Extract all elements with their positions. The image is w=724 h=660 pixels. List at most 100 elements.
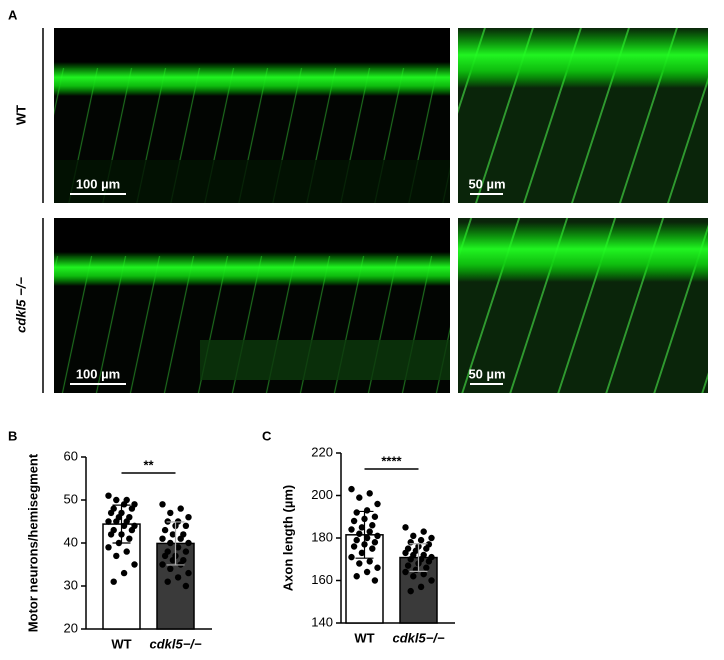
data-point (366, 558, 373, 565)
data-point (358, 549, 366, 557)
data-point (350, 543, 358, 550)
panel-letter: C (262, 428, 272, 443)
data-point (107, 531, 115, 538)
data-point (348, 485, 355, 493)
data-point (177, 505, 184, 512)
micrograph (458, 218, 708, 393)
scale-bar-label: 100 µm (76, 366, 120, 381)
data-point (423, 564, 430, 571)
data-point (177, 535, 184, 542)
data-point (128, 526, 136, 534)
data-point (410, 532, 417, 540)
y-tick-label: 50 (64, 491, 78, 506)
y-tick-label: 220 (311, 444, 333, 459)
data-point (164, 578, 171, 585)
data-point (423, 545, 430, 552)
data-point (402, 568, 409, 576)
data-point (113, 518, 120, 525)
data-point (374, 500, 381, 508)
row-label: cdkl5 −/− (13, 277, 28, 333)
significance: ** (143, 457, 154, 472)
data-point (159, 561, 166, 568)
y-axis-label: Axon length (µm) (280, 485, 295, 591)
data-point (120, 501, 128, 508)
data-point (402, 524, 409, 531)
data-point (363, 534, 371, 542)
data-point (371, 577, 379, 584)
data-point (420, 528, 427, 535)
data-point (182, 548, 190, 555)
y-tick-label: 180 (311, 529, 333, 544)
data-point (113, 496, 120, 504)
data-point (105, 492, 112, 499)
data-point (374, 564, 381, 571)
data-point (105, 518, 112, 525)
data-point (356, 560, 363, 567)
data-point (425, 558, 433, 565)
data-point (126, 535, 133, 542)
data-point (159, 535, 166, 542)
error-bar (409, 543, 428, 572)
data-point (131, 561, 138, 568)
y-tick-label: 20 (64, 620, 78, 635)
data-point (161, 526, 169, 534)
data-point (407, 539, 414, 546)
bar (102, 523, 141, 630)
data-point (353, 536, 360, 544)
data-point (348, 526, 355, 533)
data-point (169, 531, 177, 538)
data-point (185, 539, 192, 547)
data-point (369, 545, 376, 552)
data-point (363, 568, 371, 576)
data-point (420, 570, 427, 578)
data-point (366, 528, 373, 535)
data-point (161, 552, 169, 560)
y-tick-label: 200 (311, 487, 333, 502)
y-tick-label: 60 (64, 448, 78, 463)
data-point (371, 539, 379, 546)
error-bar (355, 510, 374, 559)
data-point (407, 556, 414, 563)
data-point (182, 522, 190, 529)
error-bar (112, 504, 131, 544)
data-point (113, 552, 120, 560)
data-point (120, 569, 128, 577)
data-point (417, 536, 425, 544)
panel-letter: A (8, 7, 18, 22)
data-point (356, 494, 363, 501)
y-tick-label: 40 (64, 534, 78, 549)
data-point (169, 557, 177, 564)
data-point (417, 583, 425, 591)
x-tick-label: WT (111, 636, 131, 651)
data-point (428, 577, 435, 584)
row-label: WT (13, 105, 28, 125)
data-point (185, 514, 192, 521)
scale-bar-label: 50 µm (468, 366, 505, 381)
data-point (110, 578, 117, 585)
error-bar (166, 521, 185, 566)
data-point (404, 562, 412, 569)
data-point (402, 549, 409, 557)
micrograph (458, 28, 708, 203)
significance: **** (381, 453, 402, 468)
x-tick-label: WT (354, 630, 374, 645)
data-point (128, 505, 136, 512)
data-point (350, 517, 358, 525)
data-point (174, 574, 182, 581)
data-point (358, 524, 366, 531)
data-point (167, 539, 174, 547)
scale-bar-label: 100 µm (76, 176, 120, 191)
data-point (159, 501, 166, 508)
data-point (374, 532, 381, 540)
data-point (120, 522, 128, 529)
y-tick-label: 30 (64, 577, 78, 592)
data-point (348, 553, 355, 561)
data-point (407, 587, 414, 595)
data-point (123, 548, 130, 555)
panel-letter: B (8, 428, 17, 443)
x-tick-label: cdkl5−/− (149, 636, 201, 651)
data-point (174, 544, 182, 551)
data-point (353, 509, 360, 516)
data-point (182, 582, 190, 590)
